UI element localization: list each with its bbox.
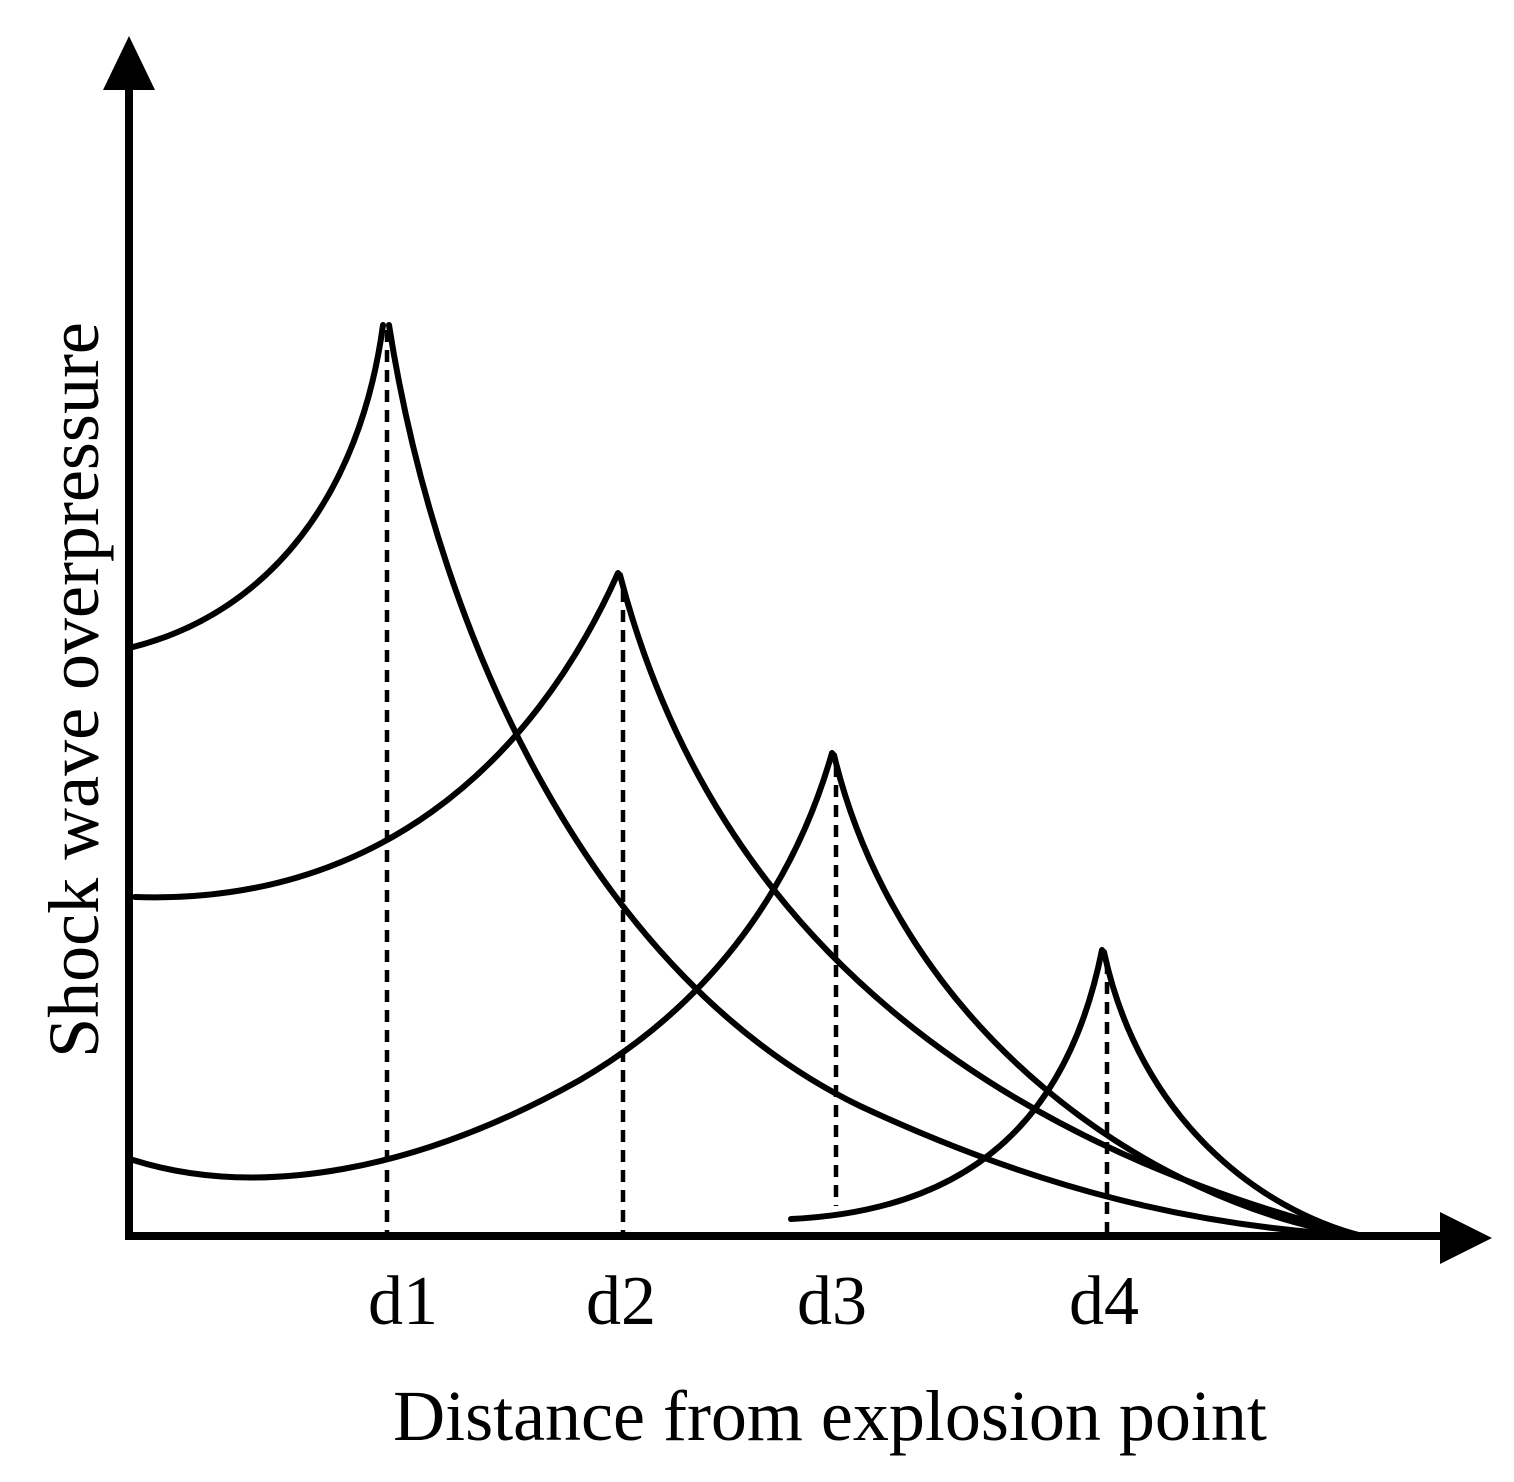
wave-curve-4-rise: [788, 947, 1105, 1222]
wave-curve-1-rise: [130, 322, 386, 650]
wave-curve-2-rise: [132, 570, 621, 901]
x-tick-label-d4: d4: [1069, 1263, 1139, 1340]
x-tick-label-d2: d2: [586, 1263, 656, 1340]
wave-curve-3-decay: [831, 752, 1363, 1239]
wave-curve-3-rise: [130, 750, 835, 1181]
wave-curves: [130, 322, 1371, 1239]
wave-curve-1-decay: [386, 322, 1371, 1239]
wave-curve-4-decay: [1101, 949, 1365, 1239]
x-axis-arrowhead: [1440, 1212, 1492, 1264]
reference-lines: [384, 330, 1110, 1234]
y-axis-arrowhead: [103, 36, 155, 90]
axes: [103, 36, 1492, 1264]
wave-curve-2-decay: [617, 572, 1365, 1239]
x-tick-labels: d1 d2 d3 d4: [368, 1263, 1139, 1340]
x-tick-label-d3: d3: [797, 1263, 867, 1340]
y-axis-title: Shock wave overpressure: [34, 322, 114, 1058]
x-tick-label-d1: d1: [368, 1263, 438, 1340]
x-axis-title: Distance from explosion point: [393, 1376, 1267, 1456]
